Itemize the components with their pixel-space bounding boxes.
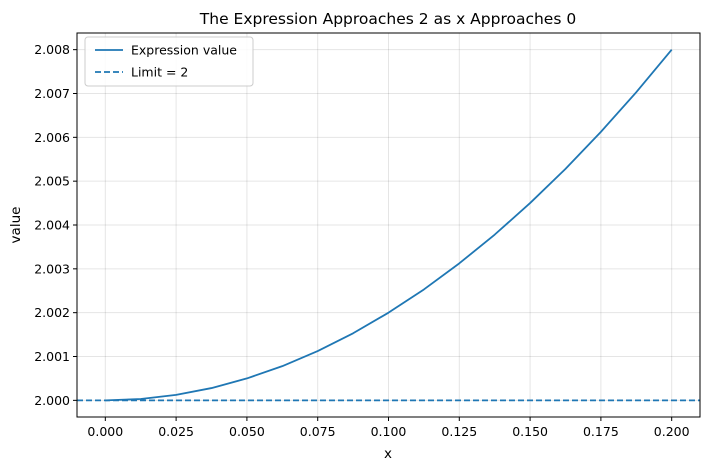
- series-layer: [77, 49, 700, 402]
- y-tick-label: 2.008: [34, 42, 70, 57]
- y-tick-label: 2.006: [34, 130, 70, 145]
- y-tick-label: 2.005: [34, 174, 70, 189]
- series-expression-line: [105, 49, 673, 402]
- y-tick-label: 2.001: [34, 349, 70, 364]
- y-tick-label: 2.007: [34, 86, 70, 101]
- x-tick-label: 0.200: [654, 424, 690, 439]
- x-tick-label: 0.050: [229, 424, 265, 439]
- x-tick-label: 0.100: [371, 424, 407, 439]
- legend-label-expression: Expression value: [131, 43, 237, 58]
- x-tick-label: 0.025: [158, 424, 194, 439]
- x-tick-label: 0.175: [583, 424, 619, 439]
- legend-label-limit: Limit = 2: [131, 65, 188, 80]
- x-tick-label: 0.125: [441, 424, 477, 439]
- y-axis: 2.000 2.001 2.002 2.003 2.004 2.005 2.006 2.007…: [34, 42, 77, 408]
- x-axis: 0.000 0.025 0.050 0.075 0.100 0.125 0.150 0.175…: [87, 417, 690, 439]
- y-tick-label: 2.002: [34, 305, 70, 320]
- chart-title: The Expression Approaches 2 as x Approac…: [199, 10, 576, 28]
- y-tick-label: 2.000: [34, 393, 70, 408]
- x-axis-label: x: [384, 446, 392, 462]
- legend-box: [84, 36, 254, 87]
- y-axis-label: value: [8, 207, 24, 244]
- y-tick-label: 2.004: [34, 218, 70, 233]
- x-tick-label: 0.150: [512, 424, 548, 439]
- legend: Expression value Limit = 2: [84, 36, 254, 87]
- x-tick-label: 0.000: [87, 424, 123, 439]
- x-tick-label: 0.075: [300, 424, 336, 439]
- grid: [77, 33, 700, 417]
- y-tick-label: 2.003: [34, 261, 70, 276]
